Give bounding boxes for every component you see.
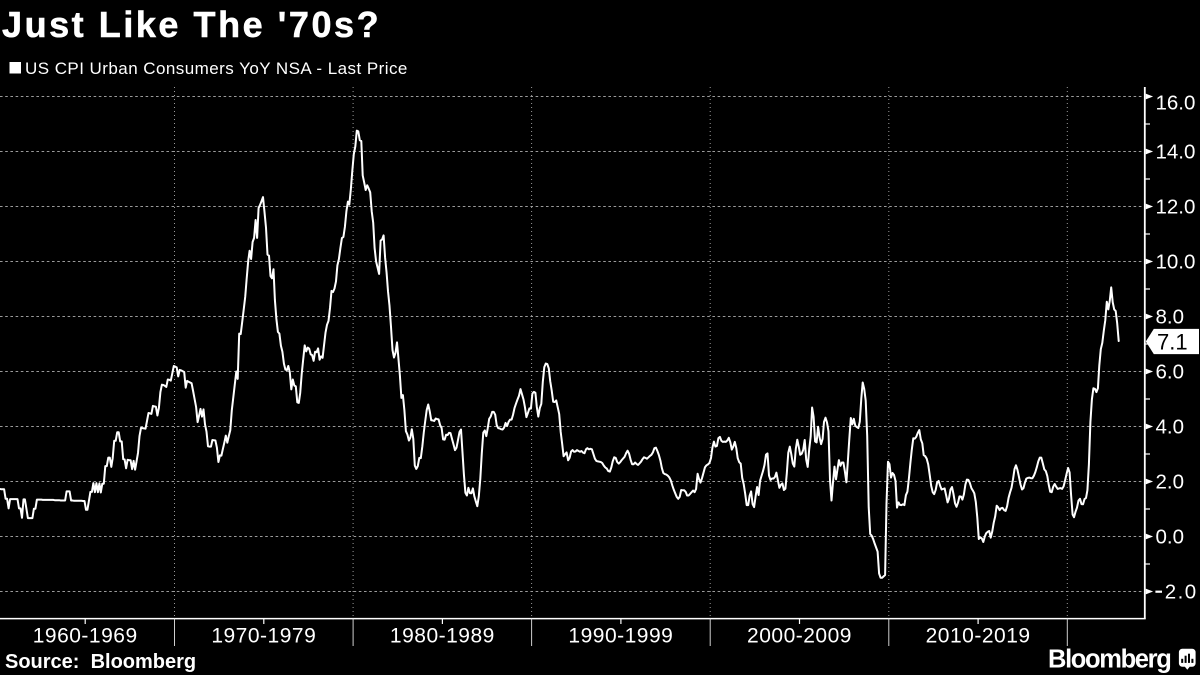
svg-text:Source: Bloomberg: Source: Bloomberg (5, 651, 196, 673)
svg-text:Bloomberg: Bloomberg (1048, 646, 1170, 674)
svg-text:US CPI Urban Consumers YoY NSA: US CPI Urban Consumers YoY NSA - Last Pr… (25, 59, 408, 78)
svg-text:0.0: 0.0 (1156, 526, 1185, 549)
svg-text:2000-2009: 2000-2009 (747, 625, 852, 648)
svg-text:1990-1999: 1990-1999 (568, 625, 673, 648)
svg-text:7.1: 7.1 (1157, 330, 1188, 355)
svg-text:Just Like The '70s?: Just Like The '70s? (2, 4, 381, 45)
svg-text:4.0: 4.0 (1156, 416, 1185, 439)
svg-text:1970-1979: 1970-1979 (211, 625, 316, 648)
svg-text:14.0: 14.0 (1156, 141, 1196, 164)
svg-text:2.0: 2.0 (1156, 471, 1185, 494)
svg-text:2010-2019: 2010-2019 (926, 625, 1031, 648)
svg-text:2.0: 2.0 (1165, 581, 1198, 604)
svg-text:12.0: 12.0 (1156, 196, 1196, 219)
svg-text:16.0: 16.0 (1156, 92, 1196, 115)
svg-text:10.0: 10.0 (1156, 251, 1196, 274)
svg-text:6.0: 6.0 (1156, 361, 1185, 384)
svg-text:8.0: 8.0 (1156, 306, 1185, 329)
svg-text:1960-1969: 1960-1969 (33, 625, 138, 648)
svg-text:1980-1989: 1980-1989 (390, 625, 495, 648)
